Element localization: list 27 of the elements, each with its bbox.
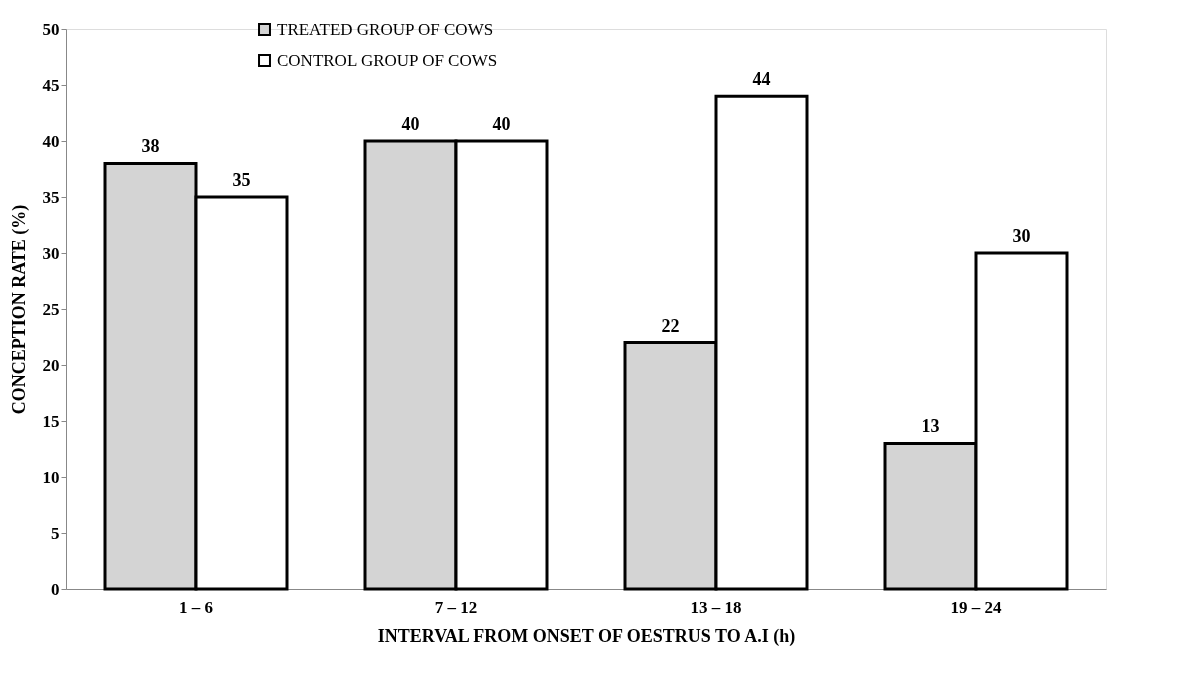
data-label: 30 bbox=[1012, 226, 1031, 246]
y-tick-label: 25 bbox=[42, 299, 60, 319]
data-label: 13 bbox=[921, 416, 940, 437]
y-tick-label: 50 bbox=[42, 19, 60, 39]
x-tick-label: 13 – 18 bbox=[690, 597, 742, 617]
y-tick-label: 20 bbox=[42, 355, 60, 375]
legend-label: CONTROL GROUP OF COWS bbox=[277, 50, 498, 70]
y-tick-label: 35 bbox=[42, 187, 60, 207]
y-axis-title: CONCEPTION RATE (%) bbox=[8, 204, 30, 415]
x-tick-label: 1 – 6 bbox=[179, 597, 213, 617]
y-tick-label: 30 bbox=[42, 243, 60, 263]
x-tick-label: 19 – 24 bbox=[950, 597, 1002, 617]
y-tick-label: 15 bbox=[42, 411, 60, 431]
y-tick-label: 0 bbox=[51, 579, 60, 599]
y-tick-label: 40 bbox=[42, 131, 60, 151]
y-tick-label: 10 bbox=[42, 467, 60, 487]
data-label: 38 bbox=[141, 136, 160, 157]
x-tick-label: 7 – 12 bbox=[434, 597, 478, 617]
y-tick-label: 5 bbox=[51, 523, 60, 543]
x-axis-title: INTERVAL FROM ONSET OF OESTRUS TO A.I (h) bbox=[377, 625, 796, 647]
y-tick-label: 45 bbox=[42, 75, 60, 95]
data-label: 22 bbox=[661, 315, 680, 336]
data-label: 40 bbox=[492, 114, 511, 134]
legend-label: TREATED GROUP OF COWS bbox=[277, 19, 494, 39]
data-label: 44 bbox=[752, 69, 771, 90]
data-label: 35 bbox=[232, 170, 251, 190]
data-label: 40 bbox=[401, 114, 420, 134]
